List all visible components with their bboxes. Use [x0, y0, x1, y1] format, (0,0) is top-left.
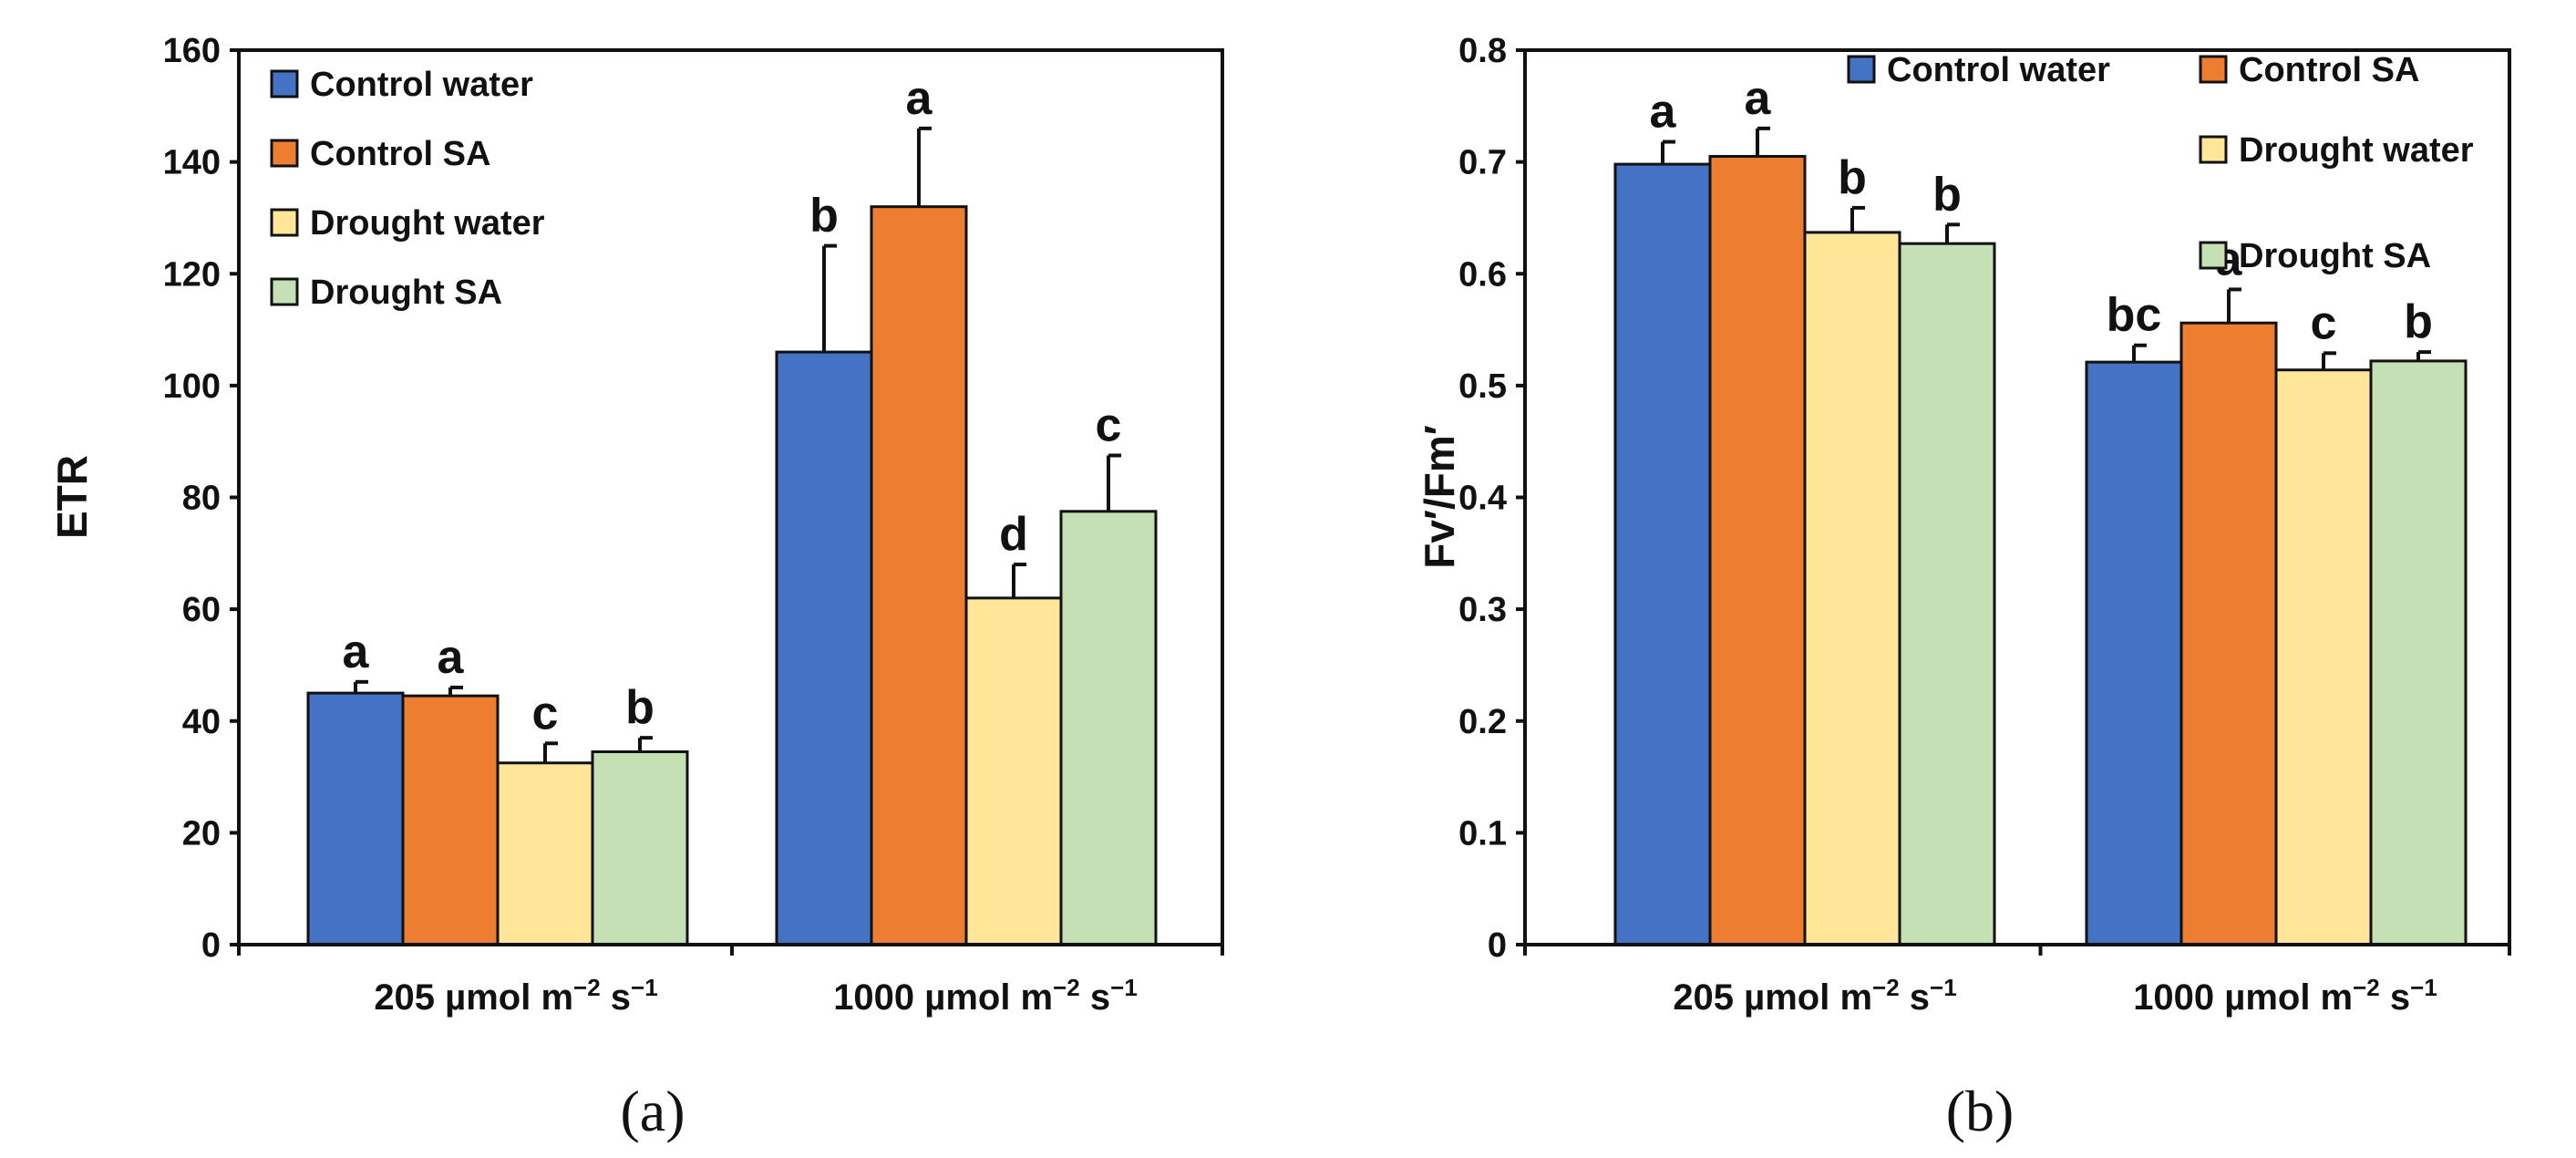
- legend-label: Control SA: [2239, 51, 2419, 89]
- bar: [964, 596, 1063, 946]
- y-tick-label: 140: [163, 144, 221, 182]
- significance-letter: c: [532, 687, 559, 739]
- bar: [1059, 510, 1158, 946]
- x-category-label-exponent: −1: [1930, 974, 1957, 1001]
- legend-label: Control water: [1887, 51, 2110, 89]
- x-category-label: 1000 µmol m−2 s−1: [2133, 974, 2437, 1018]
- bar: [2085, 360, 2183, 946]
- x-category-label-unit: s: [1080, 977, 1110, 1018]
- chart-fv-fm: abcaabcbb00.10.20.30.40.50.60.70.8Fv′/Fm…: [1416, 32, 2511, 1143]
- x-category-label-exponent: −2: [1053, 974, 1080, 1001]
- bar: [496, 761, 594, 946]
- bar: [1803, 231, 1901, 946]
- y-tick-label: 0.8: [1458, 32, 1507, 70]
- x-category-label-exponent: −1: [1110, 974, 1138, 1001]
- significance-letter: bc: [2107, 289, 2162, 342]
- y-tick-label: 0.7: [1458, 144, 1507, 182]
- x-category-label-exponent: −2: [2353, 974, 2380, 1001]
- significance-letter: a: [1745, 72, 1772, 125]
- bar: [1708, 154, 1807, 946]
- significance-letter: d: [999, 508, 1028, 561]
- x-category-label-unit: s: [601, 977, 631, 1018]
- y-tick-label: 100: [163, 367, 221, 406]
- chart-etr: a b a a c d b c 0 20 40 60 80 100 120 140 160 ETR 205 µmol…: [48, 32, 1224, 1143]
- y-tick-label: 0: [201, 926, 221, 965]
- y-tick-label: 20: [182, 814, 221, 853]
- y-tick-label: 60: [182, 591, 221, 629]
- y-tick-label: 0.3: [1458, 591, 1507, 629]
- y-tick-label: 0.5: [1458, 367, 1507, 406]
- x-category-label-exponent: −2: [573, 974, 601, 1001]
- bar: [591, 750, 689, 946]
- y-axis-title: ETR: [48, 455, 96, 539]
- legend-label: Control SA: [310, 135, 490, 173]
- significance-letter: c: [1096, 399, 1122, 452]
- bar: [870, 205, 968, 946]
- legend-label: Drought SA: [310, 274, 502, 312]
- x-category-label-main: 1000 µmol m: [833, 977, 1053, 1018]
- bar: [1613, 162, 1712, 946]
- legend-label: Drought water: [2239, 131, 2474, 170]
- significance-letter: b: [2404, 295, 2433, 348]
- legend-swatch: [270, 139, 299, 168]
- legend-swatch: [270, 277, 299, 306]
- significance-letter: c: [2311, 296, 2337, 349]
- y-tick-label: 80: [182, 480, 221, 518]
- x-category-label-unit: s: [2380, 977, 2410, 1018]
- bar: [401, 694, 500, 946]
- x-category-label-main: 205 µmol m: [374, 977, 573, 1018]
- y-axis-title: Fv′/Fm′: [1416, 425, 1463, 569]
- y-tick-label: 0.6: [1458, 255, 1507, 294]
- y-tick-label: 0.4: [1458, 480, 1507, 518]
- significance-letter: a: [1650, 86, 1677, 139]
- x-category-label: 205 µmol m−2 s−1: [374, 974, 657, 1018]
- bar: [775, 350, 873, 946]
- y-tick-label: 0: [1488, 926, 1507, 965]
- y-tick-label: 160: [163, 32, 221, 70]
- x-category-label: 205 µmol m−2 s−1: [1673, 974, 1956, 1018]
- legend-label: Drought water: [310, 204, 545, 243]
- x-category-label-unit: s: [1900, 977, 1930, 1018]
- bar: [2274, 368, 2373, 946]
- bar: [1898, 242, 1996, 946]
- y-tick-label: 120: [163, 255, 221, 294]
- significance-letter: b: [1838, 151, 1867, 204]
- legend-swatch: [2199, 241, 2228, 270]
- significance-letter: a: [906, 72, 933, 125]
- panel-label: (a): [620, 1079, 685, 1143]
- significance-letter: b: [625, 681, 654, 734]
- significance-letter: a: [438, 631, 465, 684]
- x-category-label-exponent: −2: [1872, 974, 1900, 1001]
- legend-swatch: [270, 69, 299, 98]
- x-category-label-main: 1000 µmol m: [2133, 977, 2353, 1018]
- y-tick-label: 0.1: [1458, 814, 1507, 853]
- legend-label: Drought SA: [2239, 237, 2431, 275]
- legend-label: Control water: [310, 66, 533, 104]
- x-category-label-exponent: −1: [631, 974, 658, 1001]
- legend-swatch: [2199, 135, 2228, 164]
- bar: [306, 691, 405, 946]
- significance-letter: b: [809, 190, 839, 243]
- significance-letter: b: [1932, 168, 1962, 221]
- bar: [2179, 321, 2278, 946]
- legend-swatch: [1847, 55, 1876, 84]
- legend-swatch: [2199, 55, 2228, 84]
- y-tick-label: 0.2: [1458, 703, 1507, 741]
- bar: [2369, 359, 2468, 946]
- panel-label: (b): [1946, 1079, 2014, 1143]
- legend-swatch: [270, 208, 299, 237]
- y-tick-label: 40: [182, 703, 221, 741]
- significance-letter: a: [343, 626, 370, 678]
- x-category-label-main: 205 µmol m: [1673, 977, 1872, 1018]
- x-category-label-exponent: −1: [2410, 974, 2437, 1001]
- x-category-label: 1000 µmol m−2 s−1: [833, 974, 1138, 1018]
